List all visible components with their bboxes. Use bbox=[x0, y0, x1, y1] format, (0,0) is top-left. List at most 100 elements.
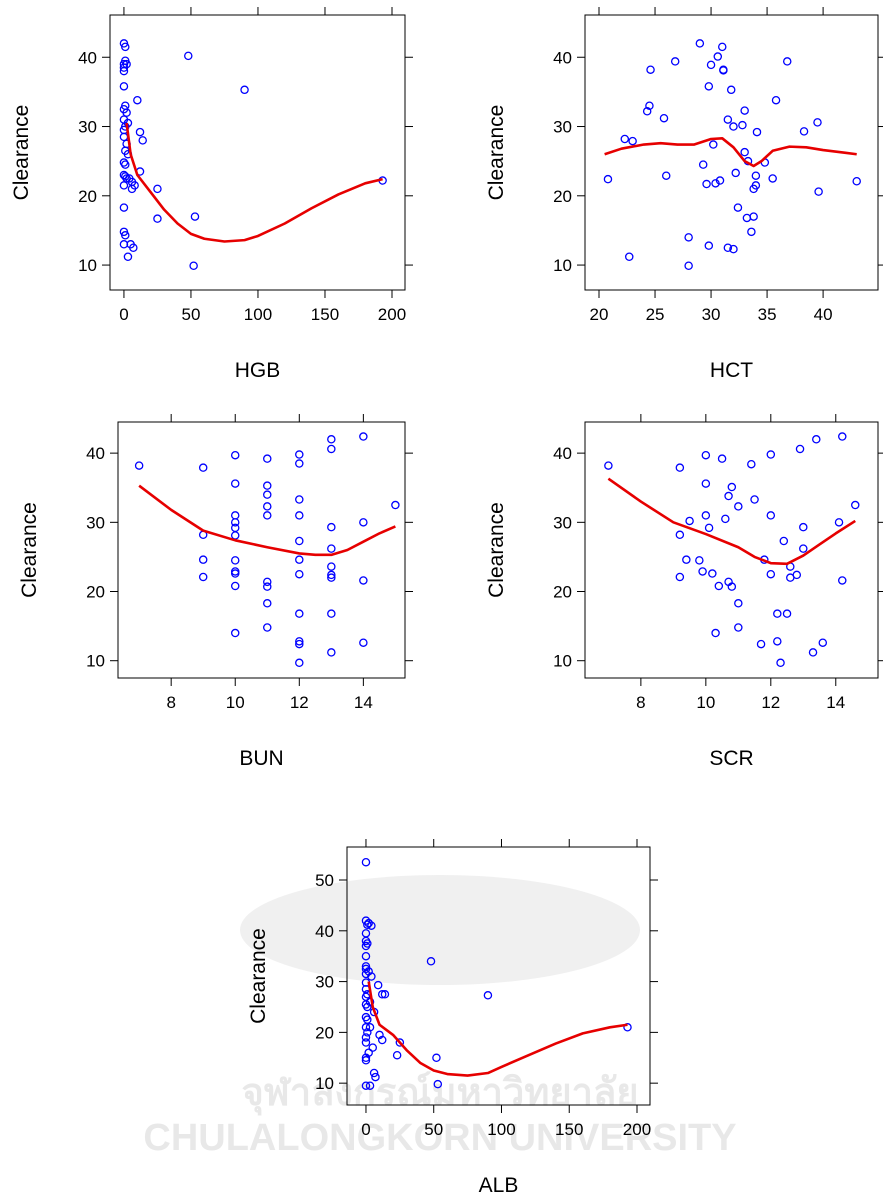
panel: 0 50 100 150 200 10 20 30 40 50 ALB Clearance bbox=[247, 839, 658, 1197]
y-tick-label: 40 bbox=[78, 48, 97, 67]
y-axis-label: Clearance bbox=[485, 105, 508, 201]
x-tick-label: 14 bbox=[354, 693, 373, 712]
point bbox=[704, 523, 714, 533]
x-tick-label: 25 bbox=[646, 305, 665, 324]
point bbox=[740, 106, 749, 115]
point bbox=[721, 514, 730, 524]
point bbox=[766, 511, 776, 520]
point bbox=[189, 261, 198, 271]
point bbox=[684, 261, 693, 271]
point bbox=[620, 134, 630, 144]
point bbox=[263, 490, 272, 499]
point bbox=[695, 39, 705, 48]
y-tick-label: 20 bbox=[315, 1023, 334, 1042]
point bbox=[795, 444, 805, 454]
y-tick-label: 20 bbox=[86, 583, 105, 602]
point bbox=[742, 213, 752, 223]
point bbox=[361, 941, 371, 951]
y-tick-label: 30 bbox=[86, 513, 105, 532]
point bbox=[363, 1015, 372, 1024]
point bbox=[726, 85, 736, 95]
x-tick-label: 150 bbox=[555, 1120, 583, 1139]
x-tick-label: 20 bbox=[590, 305, 609, 324]
y-tick-label: 50 bbox=[315, 871, 334, 890]
point bbox=[361, 857, 371, 867]
point bbox=[198, 572, 208, 582]
point bbox=[361, 1081, 371, 1090]
point bbox=[367, 972, 376, 981]
point bbox=[799, 127, 809, 136]
x-tick-label: 100 bbox=[487, 1120, 515, 1139]
point bbox=[623, 1023, 632, 1032]
point bbox=[698, 567, 707, 576]
point bbox=[377, 1035, 387, 1045]
point bbox=[432, 1053, 441, 1063]
point bbox=[752, 127, 762, 137]
x-tick-label: 12 bbox=[290, 693, 309, 712]
plot-frame bbox=[346, 846, 651, 1106]
point bbox=[768, 174, 777, 183]
point bbox=[295, 459, 304, 468]
point bbox=[714, 581, 724, 591]
panel: 8 10 12 14 10 20 30 40 BUN Clearance bbox=[18, 414, 413, 770]
x-axis-label: ALB bbox=[479, 1174, 519, 1197]
x-tick-label: 0 bbox=[119, 305, 128, 324]
point bbox=[675, 463, 685, 472]
point bbox=[230, 479, 240, 488]
point bbox=[684, 233, 693, 242]
point bbox=[361, 951, 371, 961]
point bbox=[812, 435, 821, 444]
point bbox=[773, 637, 782, 646]
point bbox=[361, 1023, 371, 1032]
point bbox=[134, 461, 144, 470]
point bbox=[198, 555, 208, 564]
point bbox=[295, 555, 304, 564]
x-tick-label: 200 bbox=[623, 1120, 651, 1139]
point bbox=[392, 1050, 402, 1060]
x-tick-label: 8 bbox=[166, 693, 175, 712]
point bbox=[138, 136, 147, 145]
point bbox=[771, 95, 781, 105]
point bbox=[121, 231, 130, 240]
point bbox=[368, 1043, 377, 1052]
point bbox=[661, 171, 671, 180]
point bbox=[751, 171, 761, 180]
point bbox=[685, 516, 694, 526]
point bbox=[119, 203, 129, 212]
point bbox=[729, 122, 738, 131]
point bbox=[711, 628, 720, 638]
point bbox=[198, 463, 208, 472]
point bbox=[327, 444, 336, 454]
point bbox=[719, 65, 728, 74]
point bbox=[792, 570, 802, 580]
point bbox=[723, 115, 733, 124]
point bbox=[123, 252, 133, 262]
smooth-line bbox=[138, 484, 396, 557]
point bbox=[747, 227, 756, 237]
point bbox=[646, 65, 655, 74]
point bbox=[230, 556, 240, 565]
point bbox=[704, 82, 714, 91]
point bbox=[327, 648, 336, 657]
point bbox=[295, 450, 304, 459]
point bbox=[295, 609, 304, 618]
y-tick-label: 40 bbox=[553, 48, 572, 67]
y-tick-label: 10 bbox=[553, 652, 572, 671]
y-tick-label: 20 bbox=[78, 187, 97, 206]
point bbox=[119, 158, 129, 167]
point bbox=[121, 160, 130, 169]
y-tick-label: 40 bbox=[86, 444, 105, 463]
point bbox=[230, 518, 240, 527]
point bbox=[603, 174, 613, 184]
x-tick-label: 12 bbox=[761, 693, 780, 712]
point bbox=[295, 569, 304, 579]
point bbox=[734, 502, 743, 511]
point bbox=[363, 920, 372, 929]
x-axis-label: HGB bbox=[235, 359, 281, 382]
point bbox=[782, 57, 792, 66]
point bbox=[723, 243, 733, 252]
point bbox=[364, 918, 373, 928]
point bbox=[263, 577, 272, 587]
point bbox=[295, 511, 304, 520]
